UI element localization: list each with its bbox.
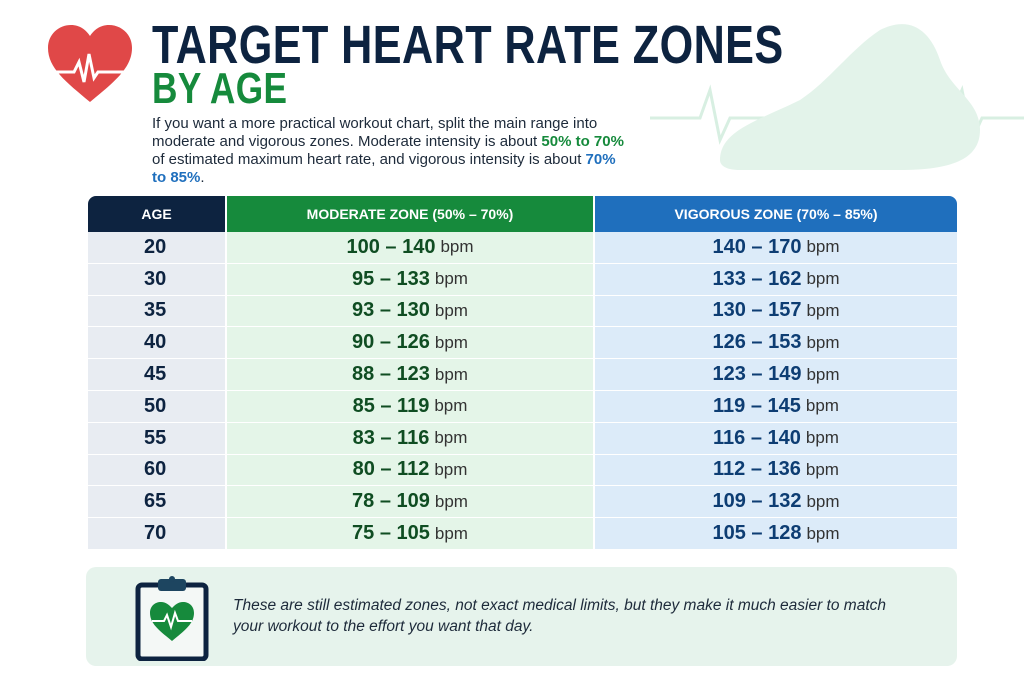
table-row: 30 95 – 133 bpm 133 – 162 bpm: [88, 263, 957, 296]
heart-pulse-icon: [48, 25, 132, 102]
header-moderate: MODERATE ZONE (50% – 70%): [225, 196, 593, 232]
age-cell: 40: [88, 327, 225, 360]
unit: bpm: [434, 396, 468, 416]
moderate-cell: 100 – 140 bpm: [225, 232, 593, 264]
unit: bpm: [805, 459, 839, 479]
unit: bpm: [434, 491, 468, 511]
unit: bpm: [805, 428, 839, 448]
vigorous-cell: 112 – 136 bpm: [593, 454, 957, 487]
moderate-range: 80 – 112: [352, 458, 430, 481]
running-shoe-icon: [650, 24, 1024, 170]
table-row: 40 90 – 126 bpm 126 – 153 bpm: [88, 327, 957, 360]
moderate-range: 90 – 126: [352, 331, 430, 354]
vigorous-range: 130 – 157: [712, 299, 802, 322]
vigorous-cell: 133 – 162 bpm: [593, 263, 957, 296]
unit: bpm: [806, 237, 840, 257]
vigorous-range: 140 – 170: [712, 235, 802, 258]
unit: bpm: [434, 428, 468, 448]
moderate-cell: 95 – 133 bpm: [225, 263, 593, 296]
intro-paragraph: If you want a more practical workout cha…: [152, 115, 632, 187]
moderate-cell: 78 – 109 bpm: [225, 486, 593, 519]
unit: bpm: [806, 269, 840, 289]
moderate-range: 93 – 130: [352, 299, 430, 322]
intro-text: If you want a more practical workout cha…: [152, 115, 598, 150]
unit: bpm: [434, 523, 468, 543]
moderate-range: 78 – 109: [352, 490, 430, 513]
age-cell: 45: [88, 359, 225, 391]
unit: bpm: [806, 491, 840, 511]
age-cell: 70: [88, 518, 225, 550]
vigorous-range: 116 – 140: [713, 426, 801, 449]
moderate-cell: 75 – 105 bpm: [225, 518, 593, 550]
moderate-range-highlight: 50% to 70%: [541, 133, 624, 150]
vigorous-cell: 109 – 132 bpm: [593, 486, 957, 519]
table-row: 45 88 – 123 bpm 123 – 149 bpm: [88, 359, 957, 391]
intro-text: .: [200, 169, 205, 186]
vigorous-range-highlight: 70% to 85%: [152, 151, 616, 186]
note-box: These are still estimated zones, not exa…: [86, 567, 957, 666]
vigorous-range: 109 – 132: [712, 490, 802, 513]
vigorous-cell: 105 – 128 bpm: [593, 518, 957, 550]
unit: bpm: [434, 332, 468, 352]
moderate-range: 100 – 140: [346, 235, 436, 258]
unit: bpm: [806, 523, 840, 543]
unit: bpm: [434, 269, 468, 289]
page-subtitle: BY AGE: [152, 64, 288, 113]
age-cell: 60: [88, 454, 225, 487]
unit: bpm: [434, 300, 468, 320]
moderate-cell: 85 – 119 bpm: [225, 390, 593, 423]
vigorous-cell: 126 – 153 bpm: [593, 327, 957, 360]
vigorous-range: 123 – 149: [712, 363, 802, 386]
table-row: 20 100 – 140 bpm 140 – 170 bpm: [88, 232, 957, 264]
table-header: AGE MODERATE ZONE (50% – 70%) VIGOROUS Z…: [88, 196, 957, 232]
vigorous-cell: 116 – 140 bpm: [593, 422, 957, 455]
moderate-cell: 83 – 116 bpm: [225, 422, 593, 455]
unit: bpm: [806, 300, 840, 320]
age-cell: 30: [88, 263, 225, 296]
moderate-range: 83 – 116: [352, 426, 430, 449]
age-cell: 20: [88, 232, 225, 264]
age-cell: 55: [88, 422, 225, 455]
moderate-range: 85 – 119: [352, 394, 430, 417]
header-vigorous: VIGOROUS ZONE (70% – 85%): [593, 196, 957, 232]
intro-text: of estimated maximum heart rate, and vig…: [152, 151, 586, 168]
table-row: 55 83 – 116 bpm 116 – 140 bpm: [88, 422, 957, 455]
moderate-cell: 88 – 123 bpm: [225, 359, 593, 391]
vigorous-range: 119 – 145: [713, 394, 801, 417]
vigorous-cell: 130 – 157 bpm: [593, 295, 957, 328]
age-cell: 65: [88, 486, 225, 519]
age-cell: 35: [88, 295, 225, 328]
clipboard-heart-icon: [135, 576, 209, 661]
unit: bpm: [806, 332, 840, 352]
unit: bpm: [806, 364, 840, 384]
vigorous-range: 105 – 128: [712, 522, 802, 545]
unit: bpm: [434, 459, 468, 479]
vigorous-range: 126 – 153: [712, 331, 802, 354]
moderate-range: 88 – 123: [352, 363, 430, 386]
moderate-cell: 90 – 126 bpm: [225, 327, 593, 360]
table-row: 70 75 – 105 bpm 105 – 128 bpm: [88, 518, 957, 550]
vigorous-range: 112 – 136: [713, 458, 801, 481]
heart-rate-table: AGE MODERATE ZONE (50% – 70%) VIGOROUS Z…: [88, 196, 957, 550]
header-age: AGE: [88, 196, 225, 232]
unit: bpm: [440, 237, 474, 257]
vigorous-range: 133 – 162: [712, 267, 802, 290]
vigorous-cell: 119 – 145 bpm: [593, 390, 957, 423]
page-title: TARGET HEART RATE ZONES: [152, 15, 784, 75]
moderate-range: 95 – 133: [352, 267, 430, 290]
unit: bpm: [434, 364, 468, 384]
age-cell: 50: [88, 390, 225, 423]
moderate-range: 75 – 105: [352, 522, 430, 545]
table-row: 50 85 – 119 bpm 119 – 145 bpm: [88, 390, 957, 423]
note-text: These are still estimated zones, not exa…: [233, 597, 886, 635]
unit: bpm: [805, 396, 839, 416]
vigorous-cell: 140 – 170 bpm: [593, 232, 957, 264]
moderate-cell: 80 – 112 bpm: [225, 454, 593, 487]
moderate-cell: 93 – 130 bpm: [225, 295, 593, 328]
table-row: 35 93 – 130 bpm 130 – 157 bpm: [88, 295, 957, 328]
table-row: 65 78 – 109 bpm 109 – 132 bpm: [88, 486, 957, 519]
table-row: 60 80 – 112 bpm 112 – 136 bpm: [88, 454, 957, 487]
vigorous-cell: 123 – 149 bpm: [593, 359, 957, 391]
